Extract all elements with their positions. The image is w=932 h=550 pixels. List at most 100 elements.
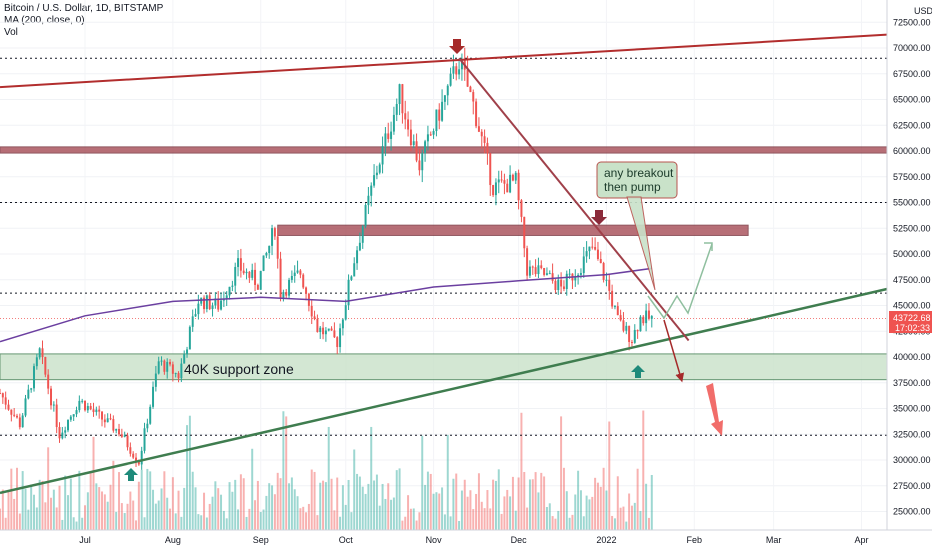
volume-bar xyxy=(526,507,529,530)
volume-bar xyxy=(38,479,41,530)
candle-body xyxy=(282,292,285,299)
candle-body xyxy=(398,84,401,104)
volume-bar xyxy=(205,517,208,530)
candle-body xyxy=(469,86,472,93)
volume-bar xyxy=(373,480,376,530)
volume-bar xyxy=(608,421,611,530)
volume-bar xyxy=(268,483,271,530)
volume-bar xyxy=(239,474,242,530)
candle-body xyxy=(251,269,254,278)
legend-symbol[interactable]: Bitcoin / U.S. Dollar, 1D, BITSTAMP xyxy=(4,3,164,14)
candle-body xyxy=(509,174,512,193)
volume-bar xyxy=(115,511,118,530)
volume-bar xyxy=(296,496,299,530)
candle-body xyxy=(378,164,381,173)
volume-bar xyxy=(344,504,347,530)
candle-body xyxy=(72,414,75,417)
candle-body xyxy=(642,316,645,324)
candle-body xyxy=(237,258,240,267)
volume-bar xyxy=(537,492,540,530)
volume-bar xyxy=(350,512,353,530)
candle-body xyxy=(112,419,115,431)
candle-body xyxy=(103,419,106,423)
volume-bar xyxy=(72,517,75,530)
time-axis[interactable]: Jul Aug Sep Oct Nov Dec 2022 Feb Mar Apr xyxy=(0,529,932,545)
volume-bar xyxy=(560,416,563,530)
candle-body xyxy=(594,246,597,250)
candle-body xyxy=(186,349,189,355)
candle-body xyxy=(41,348,44,357)
volume-bar xyxy=(109,484,112,530)
candle-body xyxy=(273,228,276,237)
candle-body xyxy=(324,330,327,335)
candle-body xyxy=(84,400,87,411)
volume-bar xyxy=(497,469,500,530)
candle-body xyxy=(146,423,149,429)
legend-volume[interactable]: Vol xyxy=(4,27,18,38)
candle-body xyxy=(418,160,421,171)
volume-bar xyxy=(47,447,50,530)
candle-body xyxy=(347,279,350,306)
volume-bar xyxy=(415,520,418,530)
legend-ma[interactable]: MA (200, close, 0) xyxy=(4,15,85,26)
price-tick-label: 47500.00 xyxy=(893,275,931,285)
candle-body xyxy=(322,327,325,335)
volume-bar xyxy=(163,471,166,530)
price-tick-label: 32500.00 xyxy=(893,429,931,439)
candle-body xyxy=(492,185,495,196)
volume-bar xyxy=(424,484,427,530)
candle-body xyxy=(169,361,172,365)
candle-body xyxy=(412,141,415,146)
candle-body xyxy=(194,314,197,317)
candle-body xyxy=(616,306,619,316)
candle-body xyxy=(75,410,78,415)
volume-bar xyxy=(571,514,574,530)
volume-bar xyxy=(517,477,520,530)
volume-bar xyxy=(636,468,639,530)
volume-bar xyxy=(429,473,432,530)
candle-body xyxy=(514,172,517,181)
candle-body xyxy=(205,295,208,310)
volume-bar xyxy=(313,471,316,530)
volume-bar xyxy=(528,479,531,530)
candle-body xyxy=(64,430,67,433)
candle-body xyxy=(234,266,237,286)
candle-body xyxy=(421,153,424,171)
volume-bar xyxy=(271,485,274,530)
volume-bar xyxy=(10,468,13,530)
support-zone xyxy=(0,353,888,381)
candle-body xyxy=(271,228,274,246)
time-tick-label: Mar xyxy=(766,535,782,545)
price-tick-label: 45000.00 xyxy=(893,301,931,311)
volume-bar xyxy=(582,516,585,530)
candle-body xyxy=(129,447,132,454)
candle-body xyxy=(494,182,497,196)
volume-bar xyxy=(256,480,259,530)
candle-body xyxy=(208,295,211,310)
volume-bar xyxy=(412,508,415,530)
candle-body xyxy=(154,373,157,387)
volume-bar xyxy=(500,513,503,530)
volume-bar xyxy=(628,493,631,530)
candle-body xyxy=(305,287,308,294)
volume-bar xyxy=(443,514,446,530)
volume-bar xyxy=(222,510,225,530)
time-tick-label: Feb xyxy=(687,535,703,545)
callout-box[interactable]: any breakout then pump xyxy=(596,161,678,291)
volume-bar xyxy=(545,507,548,530)
trendline xyxy=(458,57,690,342)
candle-body xyxy=(285,292,288,296)
candle-body xyxy=(438,109,441,121)
candle-body xyxy=(336,337,339,348)
volume-bar xyxy=(469,490,472,530)
ma-line xyxy=(0,267,652,343)
volume-bar xyxy=(44,502,47,530)
candle-body xyxy=(290,275,293,280)
candle-body xyxy=(149,406,152,424)
candle-body xyxy=(24,398,27,416)
volume-bar xyxy=(432,493,435,530)
candle-body xyxy=(143,428,146,451)
volume-bar xyxy=(599,486,602,530)
price-axis[interactable]: 25000.00 27500.00 30000.00 32500.00 35000.00… xyxy=(886,0,931,530)
